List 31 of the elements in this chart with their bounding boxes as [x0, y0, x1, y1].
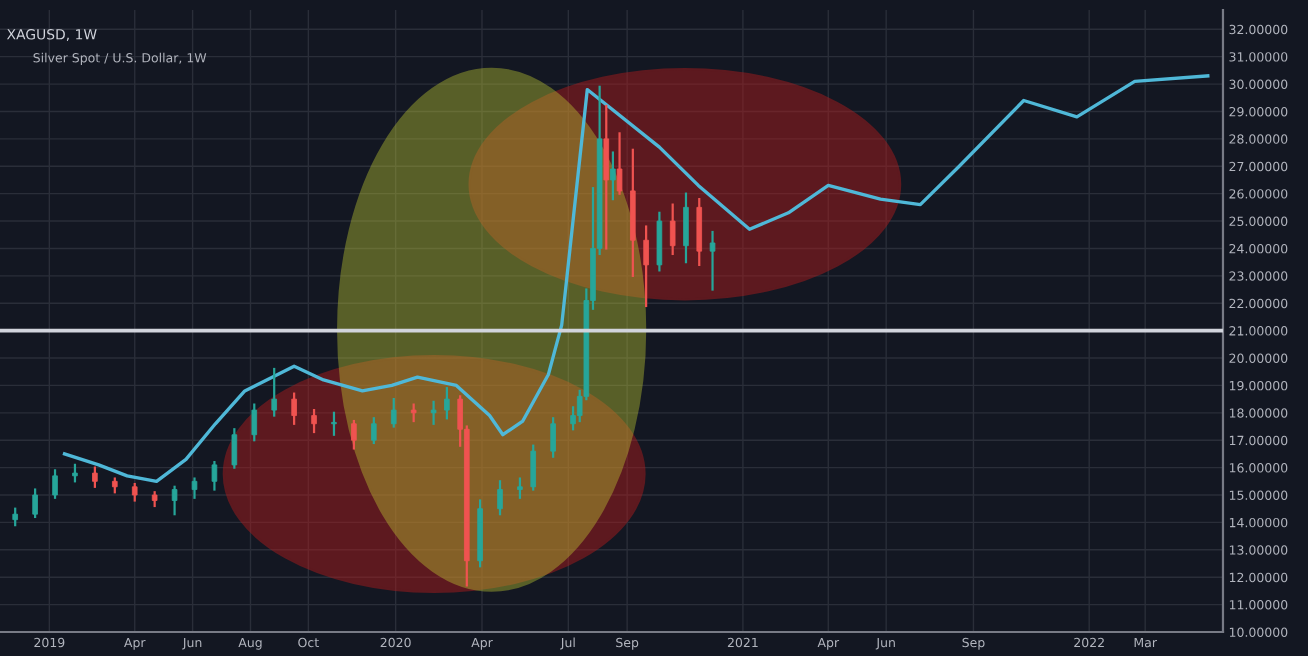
candlestick	[643, 225, 649, 308]
candlestick	[251, 403, 258, 442]
candlestick	[444, 387, 450, 420]
candlestick	[390, 398, 397, 428]
candlestick	[530, 444, 537, 491]
candlestick	[669, 203, 676, 256]
candlestick	[52, 469, 58, 499]
candlestick	[32, 488, 38, 519]
candlestick	[517, 477, 523, 499]
candlestick	[211, 461, 218, 491]
candlestick	[291, 392, 297, 425]
candlestick	[271, 367, 277, 417]
candlestick	[331, 411, 337, 436]
candlestick	[610, 151, 616, 201]
candlestick	[430, 400, 437, 425]
candlestick	[696, 198, 703, 266]
candlestick	[616, 132, 623, 195]
candlestick	[92, 466, 98, 488]
candlestick	[351, 419, 357, 450]
candlestick	[550, 417, 556, 458]
candlestick	[191, 477, 198, 499]
candlestick	[709, 230, 716, 291]
candlestick	[497, 480, 503, 516]
candlestick	[656, 211, 663, 272]
candlestick	[311, 408, 317, 434]
candlestick	[231, 428, 238, 469]
line-series	[62, 74, 1210, 483]
candlestick	[171, 485, 178, 516]
candlestick	[371, 417, 377, 445]
candlestick	[603, 104, 610, 250]
candlestick	[683, 192, 689, 264]
